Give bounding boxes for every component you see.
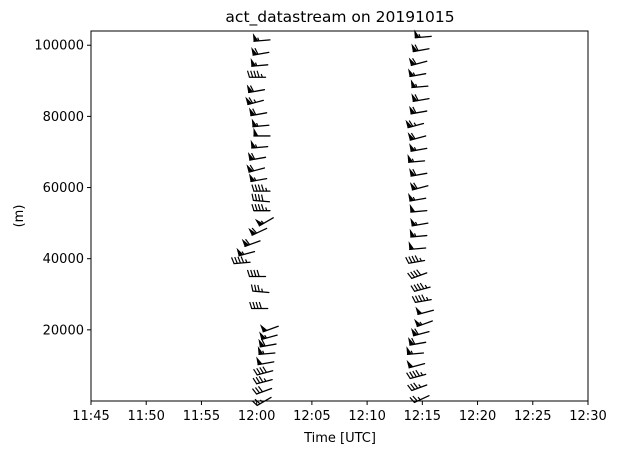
x-axis-title: Time [UTC] <box>303 431 376 446</box>
wind-barb <box>410 217 429 227</box>
wind-barb <box>407 382 428 392</box>
wind-barb <box>406 369 427 380</box>
wind-barb <box>250 57 269 67</box>
x-tick-label: 11:50 <box>127 409 164 424</box>
x-tick-label: 12:05 <box>293 409 330 424</box>
wind-barb <box>408 192 427 202</box>
x-tick-label: 12:00 <box>238 409 275 424</box>
wind-barb <box>250 284 270 294</box>
wind-barb <box>410 79 429 89</box>
wind-barb <box>254 217 274 227</box>
y-axis-title: (m) <box>12 205 27 228</box>
x-tick-label: 12:25 <box>514 409 551 424</box>
barb-layer <box>230 29 435 407</box>
wind-barb <box>251 118 270 128</box>
wind-barb <box>246 269 267 278</box>
wind-barb <box>250 139 269 149</box>
wind-barb <box>411 294 432 304</box>
wind-barb <box>407 269 428 280</box>
wind-barb <box>248 227 268 236</box>
wind-barb <box>407 154 426 163</box>
wind-barb <box>409 167 428 177</box>
wind-barb <box>409 143 428 152</box>
wind-barb <box>411 43 430 53</box>
x-tick-label: 11:55 <box>183 409 220 424</box>
wind-barb <box>405 119 425 129</box>
x-tick-label: 12:30 <box>569 409 606 424</box>
wind-barb <box>410 282 431 292</box>
wind-barb <box>252 376 273 385</box>
y-axis: 20000 40000 60000 80000 100000 <box>34 39 91 338</box>
wind-barb <box>253 127 271 137</box>
y-tick-label: 100000 <box>34 39 84 54</box>
wind-barb <box>245 96 264 106</box>
wind-barb <box>406 359 426 369</box>
y-tick-label: 80000 <box>43 110 84 125</box>
wind-barb <box>246 84 266 94</box>
x-tick-label: 12:10 <box>348 409 385 424</box>
wind-barb <box>251 386 273 395</box>
wind-barb <box>256 356 275 366</box>
x-tick-label: 12:15 <box>404 409 441 424</box>
plot-frame <box>90 30 589 402</box>
y-tick-label: 60000 <box>43 181 84 196</box>
wind-barb <box>249 301 269 310</box>
wind-barb <box>410 327 430 337</box>
wind-barb <box>252 33 271 42</box>
x-axis: 11:45 11:50 11:55 12:00 12:05 12:10 12:15 12:20… <box>72 401 607 424</box>
wind-barb <box>230 256 251 265</box>
wind-barb <box>415 306 435 316</box>
wind-barb <box>249 107 268 117</box>
chart-title: act_datastream on 20191015 <box>225 8 454 27</box>
wind-barb <box>408 57 428 67</box>
wind-barb <box>253 366 274 376</box>
wind-barb <box>414 318 433 328</box>
wind-barb <box>408 68 427 78</box>
wind-barb <box>259 331 278 340</box>
wind-barb <box>246 164 266 173</box>
wind-barb <box>236 247 256 257</box>
y-tick-label: 40000 <box>43 252 84 267</box>
wind-barb <box>251 184 271 192</box>
wind-barb <box>409 228 428 238</box>
wind-barb <box>408 241 427 251</box>
y-tick-label: 20000 <box>43 323 84 338</box>
wind-barb <box>409 181 429 191</box>
wind-barb <box>409 203 428 213</box>
wind-barb <box>257 346 276 356</box>
wind-barb <box>409 105 428 115</box>
wind-barb <box>251 193 271 203</box>
wind-barb <box>241 238 261 248</box>
wind-barb <box>251 47 270 56</box>
wind-barb <box>247 151 267 161</box>
wind-barb <box>251 203 271 212</box>
wind-barb <box>259 324 279 333</box>
x-tick-label: 12:20 <box>459 409 496 424</box>
wind-barb <box>408 336 427 346</box>
wind-barb <box>249 173 268 183</box>
wind-barb <box>406 346 425 356</box>
x-tick-label: 11:45 <box>72 409 109 424</box>
wind-barb <box>246 70 267 78</box>
wind-barb <box>407 132 427 141</box>
wind-barb <box>258 338 277 348</box>
wind-barb <box>414 29 432 39</box>
wind-barb <box>411 93 430 103</box>
wind-barb <box>405 255 426 264</box>
